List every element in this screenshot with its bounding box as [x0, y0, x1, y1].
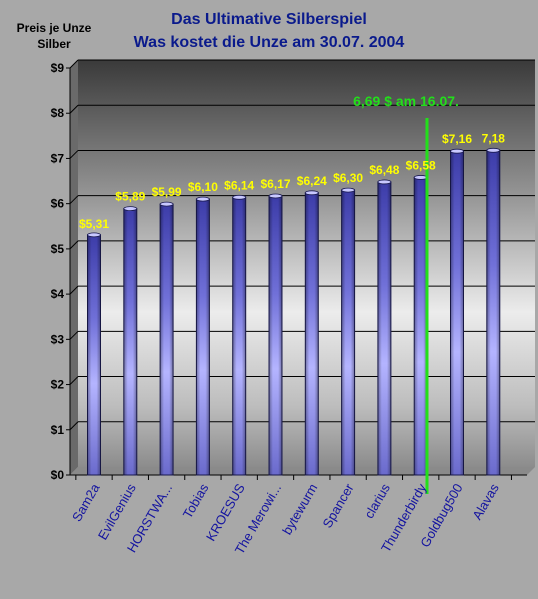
grid-line-diagonal [69, 150, 79, 159]
data-label: 7,18 [482, 131, 506, 145]
grid-line-diagonal [69, 240, 79, 250]
plot-side-wall [70, 60, 78, 475]
x-tick-label: Tobias [180, 481, 212, 521]
data-label: $6,14 [224, 178, 254, 192]
bar-top [486, 147, 501, 153]
data-label: $5,31 [79, 217, 109, 231]
grid-line-diagonal [69, 285, 79, 295]
bar-top [304, 190, 319, 196]
bar-shade [123, 208, 137, 475]
data-label: $6,24 [297, 174, 327, 188]
y-tick-label: $2 [51, 378, 65, 392]
chart-title-line-2: Was kostet die Unze am 30.07. 2004 [133, 34, 405, 51]
y-tick-label: $9 [51, 61, 65, 75]
data-label: $7,16 [442, 132, 472, 146]
bar-shade [341, 190, 355, 475]
bar-shade [196, 199, 210, 475]
x-tick-label: bytewurm [279, 481, 320, 537]
bar-top [195, 196, 210, 202]
bar-top [341, 187, 356, 193]
grid-line-diagonal [69, 195, 79, 205]
chart-title-line-1: Das Ultimative Silberspiel [171, 11, 367, 28]
grid-line-diagonal [69, 376, 79, 385]
data-label: $6,58 [406, 158, 436, 172]
y-tick-label: $0 [51, 468, 65, 482]
data-label: $5,89 [115, 190, 145, 204]
reference-line-label: 6,69 $ am 16.07. [353, 93, 459, 109]
plot-area [70, 60, 535, 475]
bar-shade [269, 195, 282, 475]
bar-top [268, 193, 283, 199]
bar-top [232, 194, 247, 200]
y-tick-label: $7 [51, 151, 65, 165]
y-axis-label-line-2: Silber [37, 37, 71, 51]
data-label: $6,17 [260, 177, 290, 191]
x-tick-label: Alavas [469, 481, 502, 523]
data-labels: $5,31 $5,89 $5,99 $6,10 $6,14 $6,17 $6,24 $6,30… [79, 131, 505, 231]
x-tick-label: Sam2a [69, 480, 103, 524]
y-tick-label: $8 [51, 106, 65, 120]
bar-shade [486, 150, 500, 475]
bars [87, 147, 501, 476]
data-label: $6,10 [188, 180, 218, 194]
grid-line-diagonal [69, 59, 79, 69]
bar-top [450, 148, 464, 154]
x-tick-label: clarius [361, 481, 393, 521]
y-tick-label: $3 [51, 332, 65, 346]
grid-line-diagonal [69, 104, 79, 114]
y-tick-label: $5 [51, 242, 65, 256]
bar-shade [232, 197, 246, 475]
y-tick-label: $6 [51, 197, 65, 211]
reference-line-group: 6,69 $ am 16.07. [353, 93, 459, 494]
bar-top [159, 201, 174, 207]
y-tick-label: $1 [51, 423, 65, 437]
plot-floor [70, 467, 535, 475]
data-label: $5,99 [152, 185, 182, 199]
data-label: $6,30 [333, 171, 363, 185]
data-label: $6,48 [369, 163, 399, 177]
grid-line-diagonal [69, 421, 79, 431]
bar-top [123, 206, 138, 212]
bar-top [413, 175, 428, 180]
bar-top [377, 179, 392, 185]
bar-shade [450, 151, 464, 475]
y-tick-label: $4 [51, 287, 65, 301]
grid-line-diagonal [69, 330, 79, 340]
bar-shade [377, 181, 391, 475]
x-tick-label: Spancer [319, 480, 357, 530]
bar-top [87, 232, 101, 238]
bar-shade [305, 192, 319, 475]
bar-shade [414, 177, 428, 475]
y-axis-label-line-1: Preis je Unze [16, 21, 92, 35]
bar-shade [160, 204, 174, 475]
bar-shade [87, 234, 101, 475]
